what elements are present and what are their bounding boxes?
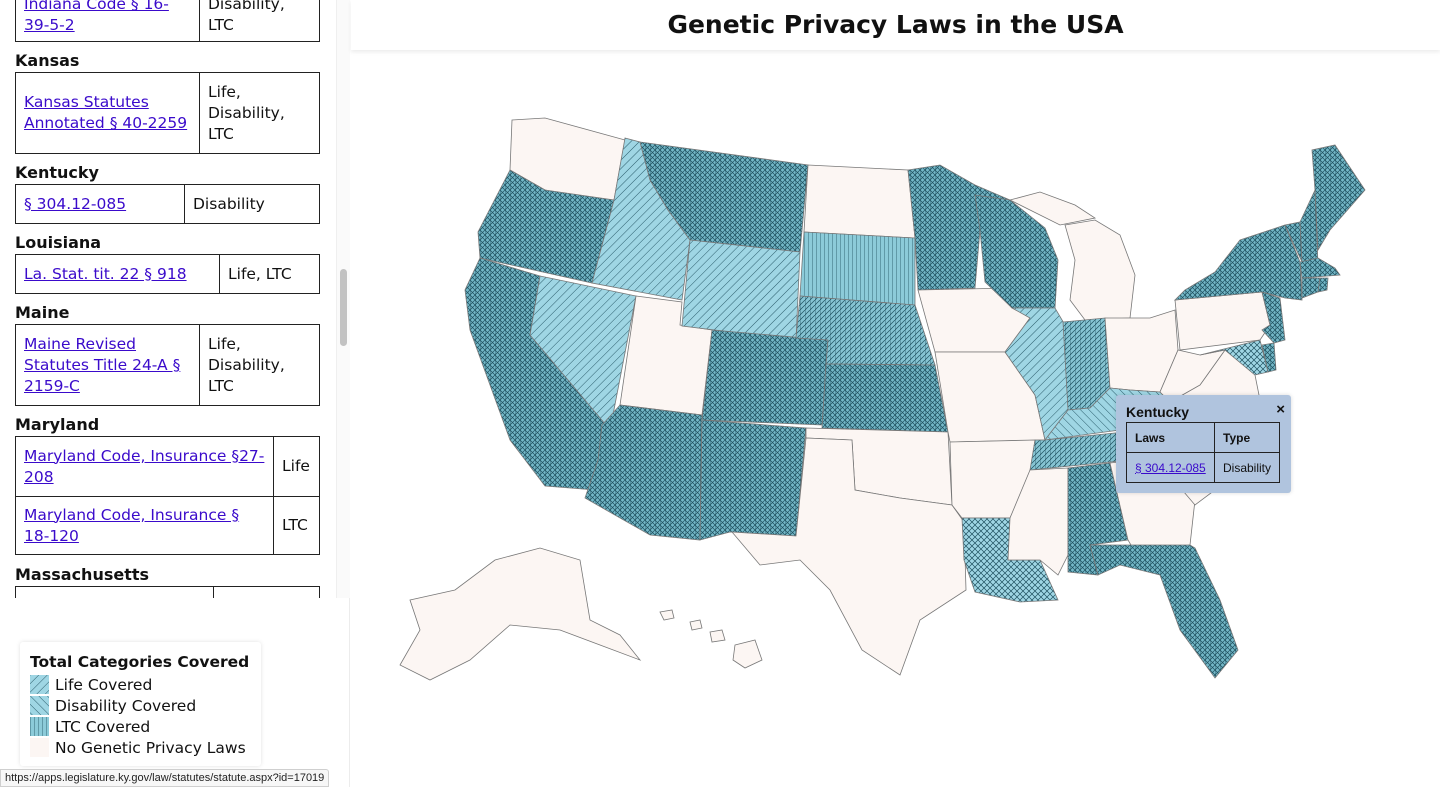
law-link[interactable]: Indiana Code § 16-39-5-2 bbox=[24, 0, 169, 34]
state-north-dakota[interactable] bbox=[803, 164, 916, 239]
law-link[interactable]: § 304.12-085 bbox=[24, 194, 127, 213]
legend-label: No Genetic Privacy Laws bbox=[55, 738, 246, 757]
table-row: Maine Revised Statutes Title 24-A § 2159… bbox=[15, 324, 320, 406]
state-tooltip: Kentucky × Laws Type § 304.12-085 Disabi… bbox=[1116, 395, 1291, 493]
law-type: Life, Disability, LTC bbox=[199, 324, 320, 406]
legend-label: LTC Covered bbox=[55, 717, 151, 736]
state-wyoming[interactable] bbox=[681, 239, 801, 341]
ltc-swatch-icon bbox=[30, 717, 49, 736]
legend-item-none: No Genetic Privacy Laws bbox=[30, 737, 251, 758]
table-row: Indiana Code § 16-39-5-2 Disability, LTC bbox=[15, 0, 320, 42]
state-section-louisiana: Louisiana La. Stat. tit. 22 § 918 Life, … bbox=[15, 232, 320, 294]
sidebar-scrollbar-thumb[interactable] bbox=[340, 269, 347, 346]
state-maryland[interactable] bbox=[1199, 339, 1269, 376]
state-massachusetts[interactable] bbox=[1299, 257, 1341, 279]
state-name: Maryland bbox=[15, 415, 100, 434]
table-row: § 304.12-085 Disability bbox=[15, 184, 320, 224]
map-legend: Total Categories Covered Life Covered Di… bbox=[20, 642, 261, 766]
close-icon[interactable]: × bbox=[1276, 401, 1285, 418]
law-type: Life, LTC bbox=[219, 254, 320, 294]
laws-table-partial bbox=[15, 586, 320, 598]
legend-label: Disability Covered bbox=[55, 696, 197, 715]
tooltip-table: Laws Type § 304.12-085 Disability bbox=[1126, 422, 1281, 483]
none-swatch-icon bbox=[30, 738, 49, 757]
legend-item-ltc: LTC Covered bbox=[30, 716, 251, 737]
state-name: Louisiana bbox=[15, 233, 102, 252]
state-section-maine: Maine Maine Revised Statutes Title 24-A … bbox=[15, 302, 320, 406]
sidebar-scroll-area[interactable]: Indiana Code § 16-39-5-2 Disability, LTC… bbox=[0, 0, 336, 598]
laws-table: Maine Revised Statutes Title 24-A § 2159… bbox=[15, 324, 320, 406]
legend-item-life: Life Covered bbox=[30, 674, 251, 695]
law-link[interactable]: La. Stat. tit. 22 § 918 bbox=[24, 264, 187, 283]
laws-table: Maryland Code, Insurance §27-208 Life Ma… bbox=[15, 436, 320, 555]
state-section-kansas: Kansas Kansas Statutes Annotated § 40-22… bbox=[15, 50, 320, 154]
state-alaska[interactable] bbox=[399, 547, 642, 681]
life-swatch-icon bbox=[30, 675, 49, 694]
law-link[interactable]: Kansas Statutes Annotated § 40-2259 bbox=[24, 93, 188, 132]
laws-table: Kansas Statutes Annotated § 40-2259 Life… bbox=[15, 72, 320, 154]
law-type: Life, Disability, LTC bbox=[199, 72, 320, 154]
table-row: La. Stat. tit. 22 § 918 Life, LTC bbox=[15, 254, 320, 294]
table-row: Maryland Code, Insurance §27-208 Life bbox=[15, 436, 320, 497]
state-name: Maine bbox=[15, 303, 70, 322]
tooltip-title: Kentucky bbox=[1126, 404, 1190, 420]
laws-table: § 304.12-085 Disability bbox=[15, 184, 320, 224]
state-rhode-island[interactable] bbox=[1317, 277, 1329, 293]
law-type: Disability bbox=[184, 184, 320, 224]
state-south-dakota[interactable] bbox=[799, 231, 916, 306]
state-new-jersey[interactable] bbox=[1261, 291, 1286, 344]
table-row: Maryland Code, Insurance § 18-120 LTC bbox=[15, 496, 320, 555]
state-kansas[interactable] bbox=[821, 363, 949, 433]
laws-table: Indiana Code § 16-39-5-2 Disability, LTC bbox=[15, 0, 320, 42]
state-name: Kentucky bbox=[15, 163, 99, 182]
state-name: Massachusetts bbox=[15, 565, 150, 584]
law-type: LTC bbox=[273, 496, 320, 555]
table-row: § 304.12-085 Disability bbox=[1126, 452, 1281, 483]
us-map: Kentucky × Laws Type § 304.12-085 Disabi… bbox=[351, 52, 1440, 787]
state-maine[interactable] bbox=[1311, 144, 1366, 252]
state-section-maryland: Maryland Maryland Code, Insurance §27-20… bbox=[15, 414, 320, 555]
table-row: Laws Type bbox=[1126, 422, 1281, 453]
tooltip-law-type: Disability bbox=[1213, 452, 1281, 483]
state-section-massachusetts: Massachusetts bbox=[15, 564, 320, 598]
table-row: Kansas Statutes Annotated § 40-2259 Life… bbox=[15, 72, 320, 154]
law-link[interactable]: Maryland Code, Insurance §27-208 bbox=[24, 446, 265, 486]
status-bar-url: https://apps.legislature.ky.gov/law/stat… bbox=[0, 769, 330, 787]
law-type: Life bbox=[273, 436, 320, 497]
law-type: Disability, LTC bbox=[199, 0, 320, 42]
state-section-indiana: Indiana Code § 16-39-5-2 Disability, LTC bbox=[15, 0, 320, 42]
column-header-laws: Laws bbox=[1126, 422, 1215, 453]
header: Genetic Privacy Laws in the USA bbox=[351, 0, 1440, 50]
state-new-york[interactable] bbox=[1173, 224, 1303, 301]
state-name: Kansas bbox=[15, 51, 80, 70]
legend-title: Total Categories Covered bbox=[30, 653, 250, 671]
page-title: Genetic Privacy Laws in the USA bbox=[667, 10, 1124, 39]
legend-item-disability: Disability Covered bbox=[30, 695, 251, 716]
legend-label: Life Covered bbox=[55, 675, 153, 694]
state-texas[interactable] bbox=[731, 437, 967, 676]
state-section-kentucky: Kentucky § 304.12-085 Disability bbox=[15, 162, 320, 224]
column-header-type: Type bbox=[1213, 422, 1281, 453]
state-new-mexico[interactable] bbox=[699, 419, 807, 541]
state-hawaii[interactable] bbox=[659, 609, 763, 669]
sidebar: Indiana Code § 16-39-5-2 Disability, LTC… bbox=[0, 0, 350, 787]
state-delaware[interactable] bbox=[1261, 342, 1277, 373]
us-map-svg bbox=[399, 117, 1366, 681]
state-connecticut[interactable] bbox=[1301, 277, 1321, 299]
state-florida[interactable] bbox=[1089, 544, 1239, 679]
tooltip-law-link[interactable]: § 304.12-085 bbox=[1135, 460, 1206, 475]
law-link[interactable]: Maryland Code, Insurance § 18-120 bbox=[24, 505, 240, 545]
state-arizona[interactable] bbox=[584, 404, 703, 541]
laws-table: La. Stat. tit. 22 § 918 Life, LTC bbox=[15, 254, 320, 294]
state-colorado[interactable] bbox=[701, 329, 829, 426]
disability-swatch-icon bbox=[30, 696, 49, 715]
law-link[interactable]: Maine Revised Statutes Title 24-A § 2159… bbox=[24, 334, 181, 395]
